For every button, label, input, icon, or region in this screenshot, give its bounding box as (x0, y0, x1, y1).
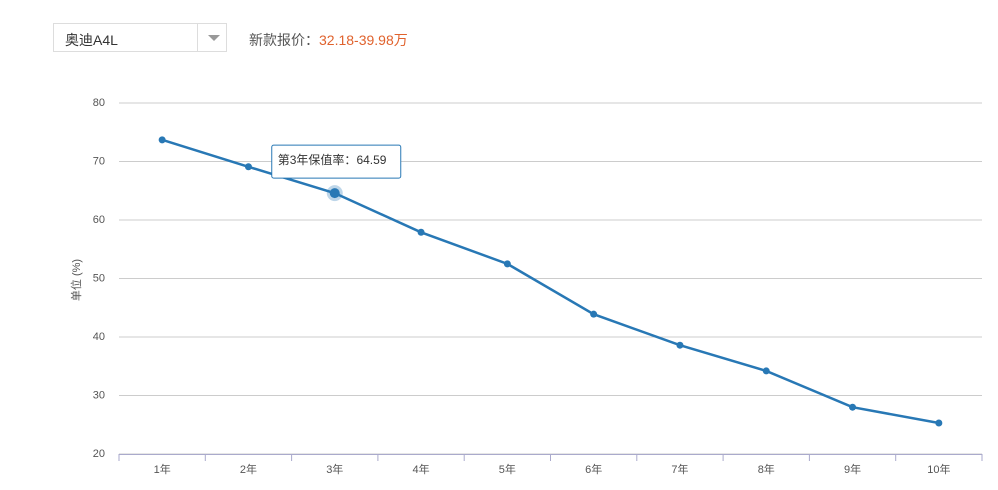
tooltip-value: 64.59 (356, 153, 386, 167)
x-tick-label: 6年 (585, 462, 602, 476)
point (244, 163, 252, 171)
header: 奥迪A4L 新款报价：32.18-39.98万 (0, 0, 998, 70)
tooltip-label: 第3年保值率： (278, 152, 357, 167)
price-value: 32.18-39.98万 (319, 32, 408, 48)
x-tick-label: 1年 (154, 462, 171, 476)
y-tick-label: 30 (93, 389, 105, 401)
point (329, 188, 340, 199)
price-info: 新款报价：32.18-39.98万 (249, 30, 408, 50)
tooltip-box (271, 144, 402, 179)
line (161, 138, 940, 425)
point (417, 228, 425, 236)
x-tick-label: 8年 (758, 462, 775, 476)
y-tick-label: 40 (93, 331, 105, 343)
x-tick-label: 5年 (499, 462, 516, 476)
y-tick-label: 50 (93, 272, 105, 284)
tooltip-text: 第3年保值率：64.59 (278, 152, 387, 167)
y-tick-label: 80 (93, 97, 105, 109)
point (762, 367, 770, 375)
point (935, 419, 943, 427)
point (590, 310, 598, 318)
dropdown-divider (197, 24, 198, 51)
point (676, 341, 684, 349)
price-label: 新款报价： (249, 32, 319, 48)
y-tick-label: 60 (93, 214, 105, 226)
x-tick-label: 7年 (671, 462, 688, 476)
y-tick-label: 20 (93, 448, 105, 460)
x-tick-label: 10年 (927, 462, 950, 476)
point (158, 136, 166, 144)
model-dropdown[interactable]: 奥迪A4L (53, 23, 227, 52)
x-tick-label: 9年 (844, 462, 861, 476)
point (503, 260, 511, 268)
y-axis-label: 单位 (%) (69, 259, 83, 301)
x-tick-label: 3年 (326, 462, 343, 476)
model-name: 奥迪A4L (65, 32, 118, 48)
y-tick-label: 70 (93, 155, 105, 167)
tooltip: 第3年保值率：64.59 (271, 144, 402, 179)
point (849, 403, 857, 411)
x-tick-label: 2年 (240, 462, 257, 476)
dropdown-arrow (208, 35, 220, 41)
x-tick-label: 4年 (412, 462, 429, 476)
